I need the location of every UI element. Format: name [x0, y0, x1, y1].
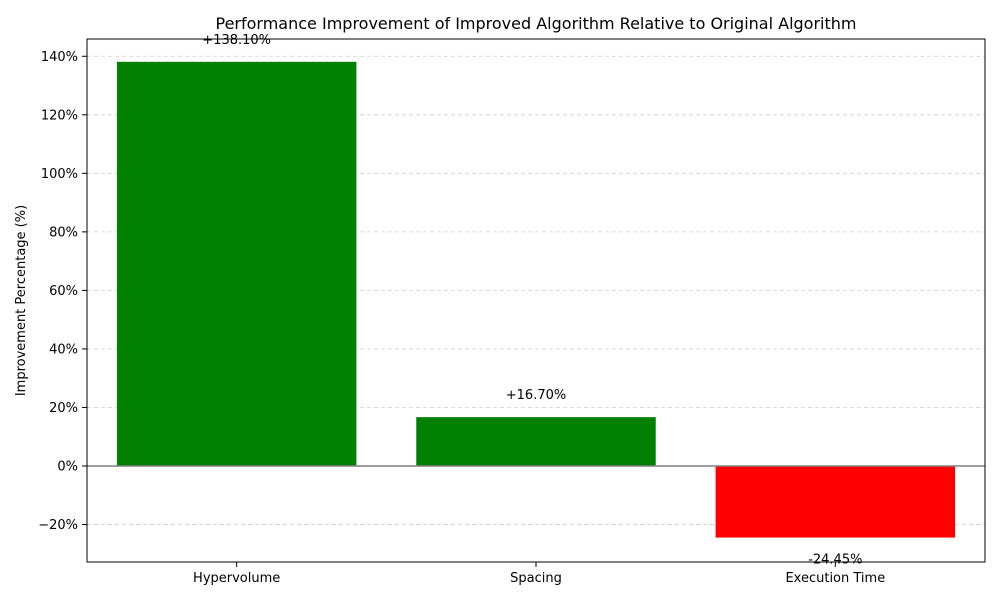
y-tick-label: 140%	[41, 50, 78, 65]
y-tick-label: 40%	[49, 342, 78, 357]
chart-title: Performance Improvement of Improved Algo…	[216, 14, 857, 33]
y-tick-label: 60%	[49, 284, 78, 299]
y-tick-label: 120%	[41, 108, 78, 123]
x-tick-label: Spacing	[510, 571, 562, 586]
x-tick-label: Hypervolume	[193, 571, 280, 586]
y-tick-label: −20%	[38, 518, 78, 533]
y-axis-label: Improvement Percentage (%)	[14, 205, 29, 396]
bar	[416, 417, 656, 467]
x-axis-ticks: Hypervolume Spacing Execution Time	[193, 562, 885, 586]
bar-value-label: +16.70%	[506, 388, 566, 403]
bar	[715, 466, 956, 538]
y-tick-label: 100%	[41, 167, 78, 182]
y-tick-label: 20%	[49, 401, 78, 416]
bar	[116, 61, 357, 467]
bar-value-label: -24.45%	[808, 553, 862, 568]
y-axis-ticks: −20% 0% 20% 40% 60% 80% 100% 120% 140%	[38, 50, 87, 533]
bars	[116, 61, 956, 538]
x-tick-label: Execution Time	[785, 571, 885, 586]
y-tick-label: 80%	[49, 225, 78, 240]
bar-value-label: +138.10%	[202, 33, 271, 48]
y-tick-label: 0%	[57, 460, 78, 475]
data-labels: +138.10% +16.70% -24.45%	[202, 33, 862, 568]
